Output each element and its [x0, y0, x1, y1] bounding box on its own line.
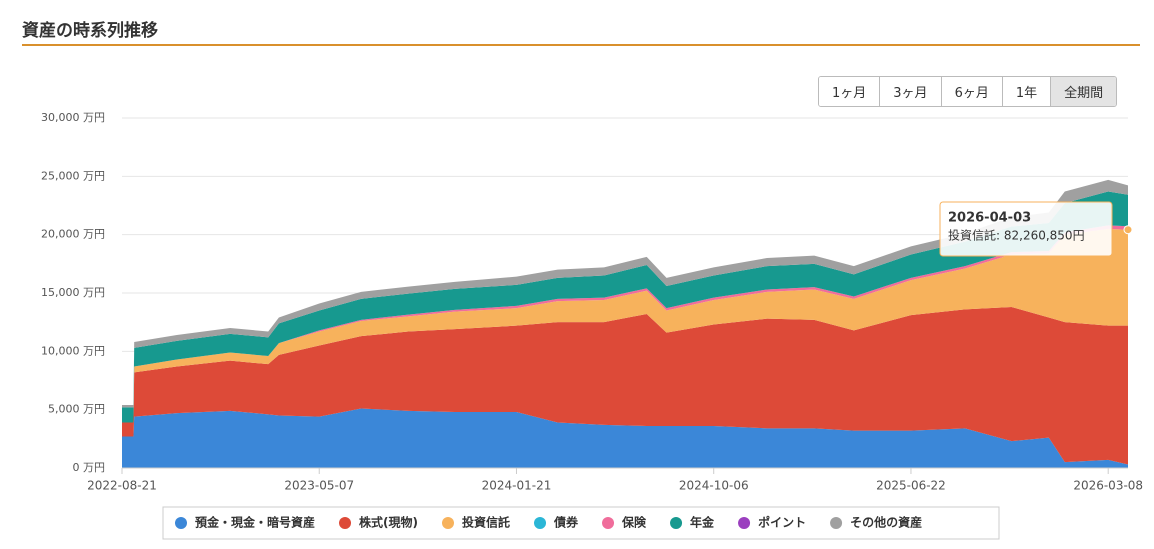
legend-marker: [442, 517, 454, 529]
legend-label: その他の資産: [850, 515, 922, 530]
tooltip-title: 2026-04-03: [948, 211, 1031, 226]
y-tick-label: 0 万円: [73, 461, 106, 474]
y-tick-label: 5,000 万円: [48, 403, 105, 416]
title-rule: [22, 44, 1140, 46]
legend-label: 保険: [621, 515, 647, 530]
x-tick-label: 2022-08-21: [87, 479, 157, 493]
area: [122, 307, 1128, 465]
page-title: 資産の時系列推移: [22, 21, 158, 41]
x-tick-label: 2023-05-07: [284, 479, 354, 493]
range-button[interactable]: 1年: [1002, 77, 1052, 106]
legend-label: 年金: [690, 515, 715, 530]
y-tick-label: 15,000 万円: [41, 286, 105, 299]
tooltip-box: [939, 201, 1113, 257]
legend-marker: [534, 517, 547, 529]
range-button[interactable]: 1ヶ月: [819, 77, 881, 106]
legend-marker: [830, 517, 843, 529]
range-button[interactable]: 6ヶ月: [941, 77, 1003, 106]
y-tick-label: 25,000 万円: [41, 169, 105, 182]
x-tick-label: 2024-01-21: [482, 479, 552, 493]
area: [122, 408, 1128, 468]
legend-marker: [602, 517, 615, 529]
y-tick-label: 10,000 万円: [41, 344, 105, 357]
legend-label: 預金・現金・暗号資産: [195, 515, 315, 530]
legend-label: ポイント: [758, 515, 806, 530]
legend-marker: [339, 517, 352, 529]
x-tick-label: 2025-06-22: [876, 479, 946, 493]
legend-marker: [175, 517, 187, 529]
y-tick-label: 30,000 万円: [41, 111, 105, 124]
x-tick-label: 2024-10-06: [679, 479, 749, 493]
legend-marker: [738, 517, 751, 529]
legend-label: 株式(現物): [359, 515, 418, 530]
tooltip-point: [1123, 225, 1133, 235]
legend-marker: [670, 517, 683, 529]
y-tick-label: 20,000 万円: [41, 228, 105, 241]
legend-box: [162, 506, 1000, 540]
range-button[interactable]: 3ヶ月: [880, 77, 942, 106]
legend-label: 債券: [553, 515, 579, 530]
x-tick-label: 2026-03-08: [1073, 479, 1143, 493]
range-buttons: 1ヶ月 3ヶ月 6ヶ月 1年 全期間: [818, 76, 1118, 107]
range-button[interactable]: 全期間: [1051, 77, 1117, 106]
legend-label: 投資信託: [462, 515, 510, 530]
tooltip-text: 投資信託: 82,260,850円: [948, 228, 1085, 243]
